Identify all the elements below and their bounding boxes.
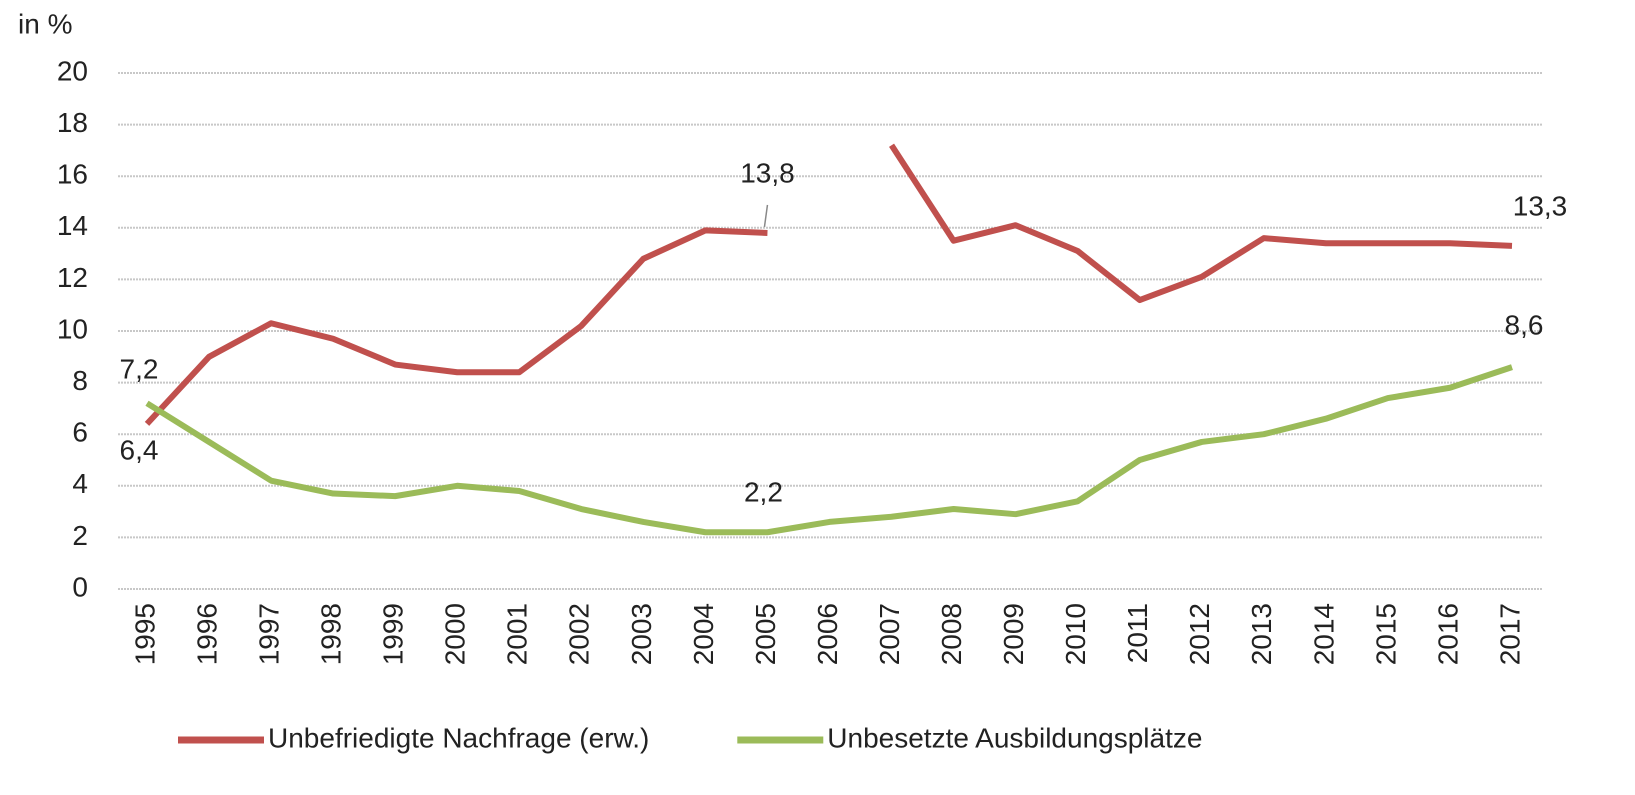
x-tick-label: 2004 xyxy=(688,603,719,665)
x-tick-label: 2014 xyxy=(1308,603,1339,665)
y-tick-label: 4 xyxy=(72,468,88,499)
x-tick-label: 2016 xyxy=(1432,603,1463,665)
x-tick-label: 2015 xyxy=(1370,603,1401,665)
y-tick-label: 6 xyxy=(72,417,88,448)
x-tick-label: 1999 xyxy=(378,603,409,665)
x-tick-label: 2008 xyxy=(936,603,967,665)
x-tick-label: 2006 xyxy=(812,603,843,665)
x-tick-label: 2001 xyxy=(502,603,533,665)
x-tick-label: 1996 xyxy=(191,603,222,665)
series-line xyxy=(145,364,1513,536)
x-tick-label: 2011 xyxy=(1122,603,1153,663)
x-tick-label: 1997 xyxy=(253,603,284,665)
x-tick-label: 2013 xyxy=(1246,603,1277,665)
x-tick-label: 2002 xyxy=(564,603,595,665)
y-tick-label: 2 xyxy=(72,520,88,551)
x-tick-label: 2017 xyxy=(1494,603,1525,665)
x-tick-label: 1998 xyxy=(316,603,347,665)
y-axis-label: in % xyxy=(18,8,72,39)
y-tick-label: 20 xyxy=(57,55,88,86)
series-line xyxy=(144,143,1513,426)
x-tick-label: 2009 xyxy=(998,603,1029,665)
legend-label: Unbesetzte Ausbildungsplätze xyxy=(827,722,1202,753)
x-tick-label: 2010 xyxy=(1060,603,1091,665)
y-tick-label: 12 xyxy=(57,262,88,293)
data-label: 2,2 xyxy=(744,477,783,508)
x-tick-label: 1995 xyxy=(129,603,160,665)
leader-line xyxy=(763,204,769,228)
y-tick-label: 0 xyxy=(72,571,88,602)
y-tick-label: 10 xyxy=(57,313,88,344)
data-label: 13,8 xyxy=(740,157,795,188)
data-label: 6,4 xyxy=(120,434,159,465)
x-tick-label: 2012 xyxy=(1184,603,1215,665)
legend-label: Unbefriedigte Nachfrage (erw.) xyxy=(268,722,649,753)
x-tick-label: 2005 xyxy=(750,603,781,665)
x-tick-label: 2003 xyxy=(626,603,657,665)
x-tick-label: 2000 xyxy=(440,603,471,665)
y-tick-label: 18 xyxy=(57,107,88,138)
y-tick-label: 8 xyxy=(72,365,88,396)
x-tick-label: 2007 xyxy=(874,603,905,665)
data-label: 13,3 xyxy=(1513,190,1568,221)
y-tick-label: 16 xyxy=(57,159,88,190)
data-label: 7,2 xyxy=(120,354,159,385)
y-tick-label: 14 xyxy=(57,210,88,241)
data-label: 8,6 xyxy=(1505,310,1544,341)
